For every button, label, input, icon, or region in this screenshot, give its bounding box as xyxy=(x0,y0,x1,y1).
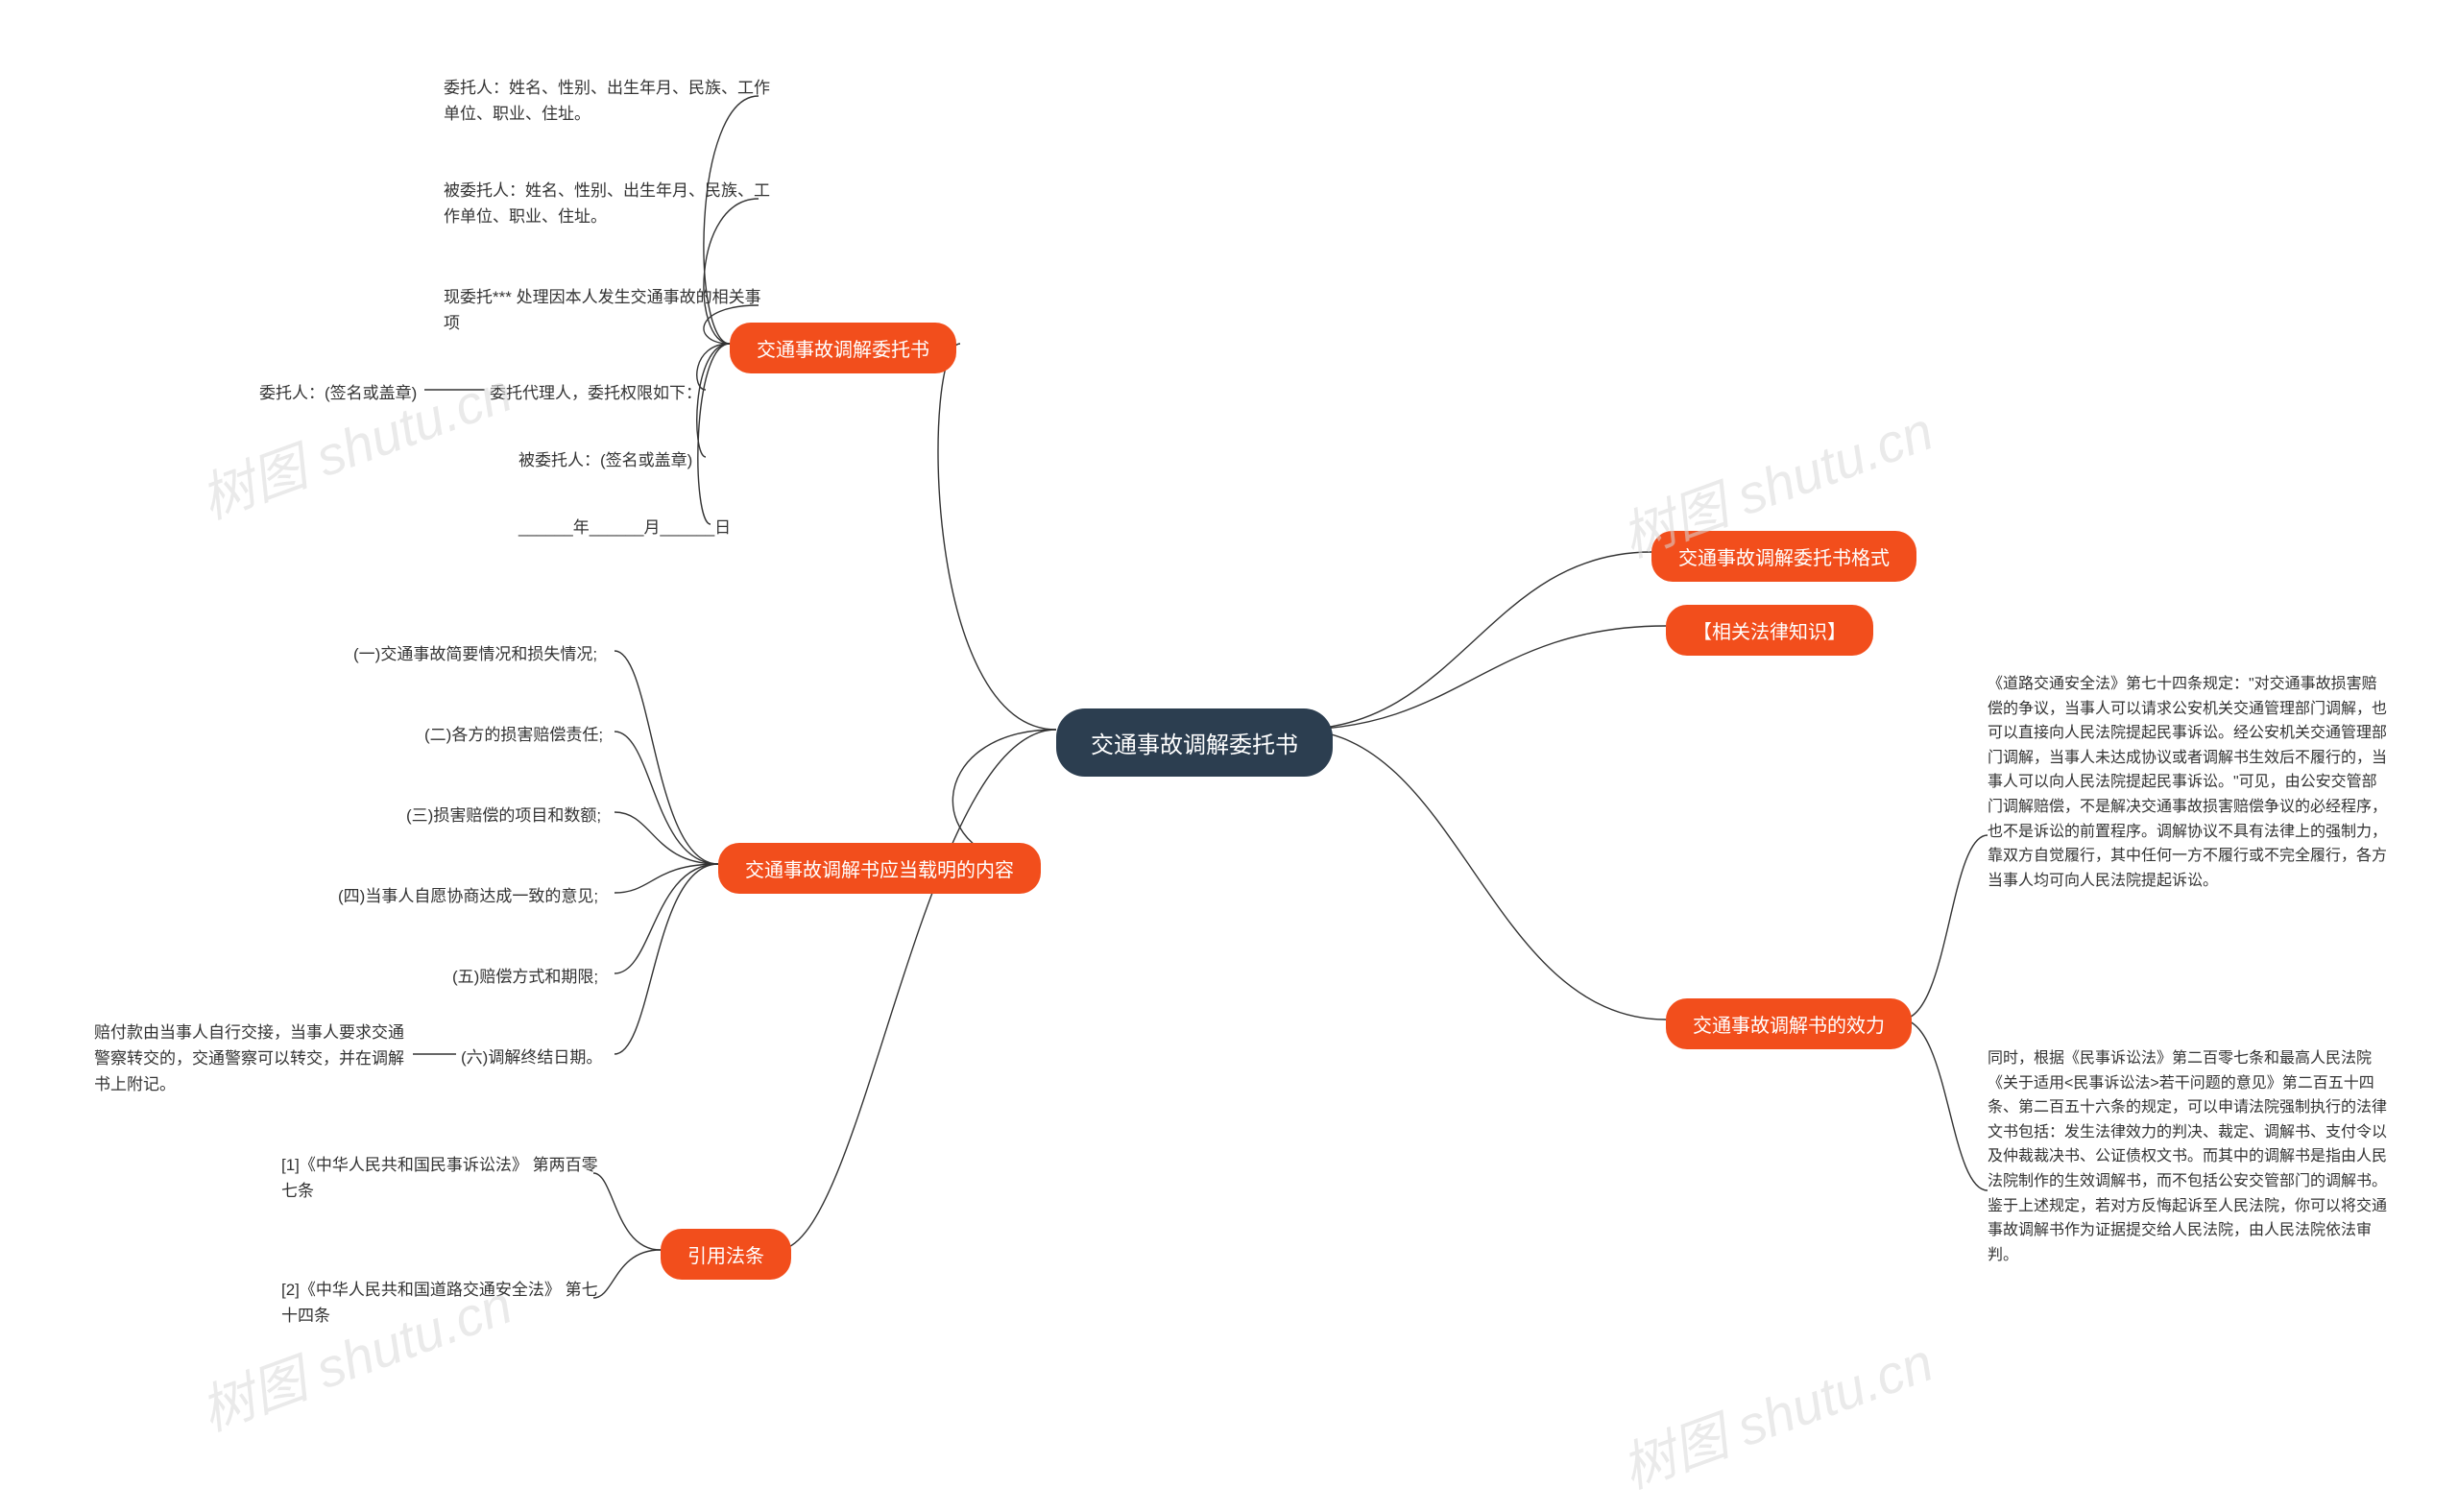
branch-law: 引用法条 xyxy=(661,1229,791,1280)
letter-leaf-0: 委托人：姓名、性别、出生年月、民族、工作单位、职业、住址。 xyxy=(444,75,770,127)
content-leaf-2: (三)损害赔偿的项目和数额; xyxy=(406,803,601,828)
branch-format: 交通事故调解委托书格式 xyxy=(1651,531,1916,582)
branch-effect: 交通事故调解书的效力 xyxy=(1666,998,1912,1049)
effect-leaf-2: 同时，根据《民事诉讼法》第二百零七条和最高人民法院《关于适用<民事诉讼法>若干问… xyxy=(1988,1046,2391,1267)
letter-leaf-2: 现委托*** 处理因本人发生交通事故的相关事项 xyxy=(444,284,770,336)
branch-legal-knowledge: 【相关法律知识】 xyxy=(1666,605,1873,656)
branch-content: 交通事故调解书应当载明的内容 xyxy=(718,843,1041,894)
watermark: 树图 shutu.cn xyxy=(188,349,521,534)
effect-leaf-1: 《道路交通安全法》第七十四条规定："对交通事故损害赔偿的争议，当事人可以请求公安… xyxy=(1988,672,2391,893)
law-leaf-0: [1]《中华人民共和国民事诉讼法》 第两百零七条 xyxy=(281,1152,598,1204)
law-leaf-1: [2]《中华人民共和国道路交通安全法》 第七十四条 xyxy=(281,1277,598,1329)
watermark: 树图 shutu.cn xyxy=(1609,1319,1942,1503)
root-node: 交通事故调解委托书 xyxy=(1056,708,1333,777)
letter-leaf-4: 被委托人：(签名或盖章) xyxy=(518,447,692,473)
content-leaf-4: (五)赔偿方式和期限; xyxy=(452,964,598,990)
letter-leaf-1: 被委托人：姓名、性别、出生年月、民族、工作单位、职业、住址。 xyxy=(444,178,770,229)
letter-sub: 委托人：(签名或盖章) xyxy=(259,380,417,406)
content-leaf-5: (六)调解终结日期。 xyxy=(461,1044,602,1070)
letter-leaf-3: 委托代理人，委托权限如下： xyxy=(490,380,702,406)
letter-leaf-5: ______年______月______日 xyxy=(518,515,731,540)
content-leaf-0: (一)交通事故简要情况和损失情况; xyxy=(353,641,597,667)
content-leaf-1: (二)各方的损害赔偿责任; xyxy=(424,722,603,748)
content-leaf-3: (四)当事人自愿协商达成一致的意见; xyxy=(338,883,598,909)
content-sub: 赔付款由当事人自行交接，当事人要求交通警察转交的，交通警察可以转交，并在调解书上… xyxy=(94,1020,411,1098)
